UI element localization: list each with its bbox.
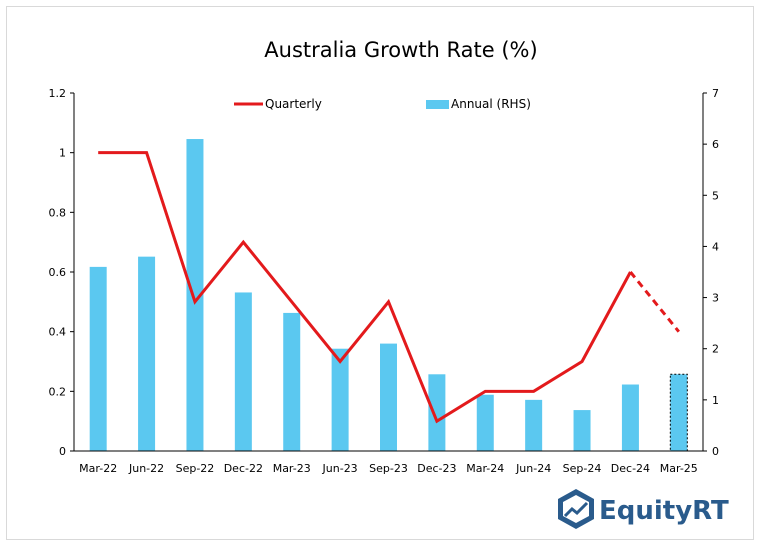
bar-annual-sep-23 [380,343,397,451]
bar-annual-jun-23 [331,348,349,451]
right-axis-tick-label: 7 [712,87,719,100]
chart-svg: Australia Growth Rate (%) 0 0.2 0.4 0.6 0.8 1… [49,38,729,529]
left-axis-tick-label: 0.4 [49,326,67,339]
left-axis-tick-label: 0.8 [49,206,67,219]
right-axis-tick-label: 4 [712,240,719,253]
bar-annual-dec-22 [234,292,252,451]
chart-title: Australia Growth Rate (%) [264,38,537,62]
right-axis-tick-label: 5 [712,189,719,202]
right-axis-tick-label: 3 [712,292,719,305]
equityrt-logo: EquityRT [558,489,729,529]
equityrt-logo-mark [558,489,594,529]
x-axis-tick-label: Sep-24 [563,462,602,475]
bar-annual-sep-24 [573,410,591,451]
x-axis-tick-label: Sep-22 [176,462,215,475]
bar-annual-dec-23 [428,374,446,451]
line-quarterly [98,151,632,424]
bar-annual-jun-22 [138,256,156,451]
left-axis-tick-label: 1 [59,147,66,160]
x-axis-tick-label: Dec-23 [417,462,456,475]
bar-annual-mar-22 [89,266,107,451]
bar-annual-jun-24 [525,399,543,451]
x-axis-tick-label: Mar-23 [273,462,311,475]
right-axis-tick-label: 2 [712,343,719,356]
right-axis-tick-label: 6 [712,138,719,151]
chart-frame: Australia Growth Rate (%) 0 0.2 0.4 0.6 0.8 1… [6,6,754,540]
left-axis-tick-label: 1.2 [49,87,67,100]
bar-annual-dec-24 [621,384,639,451]
logo-text-rt: RT [692,496,729,526]
x-axis-tick-label: Sep-23 [369,462,408,475]
left-axis-tick-label: 0.2 [49,385,67,398]
line-quarterly-projection [629,271,680,333]
x-axis-tick-label: Mar-22 [79,462,117,475]
logo-text-equity: Equity [599,496,692,526]
bar-annual-mar-25 [669,373,688,452]
bar-annual-mar-24 [476,394,494,451]
legend-annual-label: Annual (RHS) [451,97,531,111]
x-axis-tick-label: Dec-24 [611,462,650,475]
bar-annual-mar-23 [283,312,301,451]
x-axis-tick-label: Jun-24 [515,462,551,475]
left-axis-tick-label: 0.6 [49,266,67,279]
x-axis-tick-label: Jun-22 [128,462,164,475]
right-axis-tick-label: 0 [712,445,719,458]
x-axis-tick-label: Dec-22 [224,462,263,475]
equityrt-wordmark: EquityRT [599,496,729,526]
x-axis-tick-label: Mar-25 [660,462,698,475]
x-axis-tick-label: Jun-23 [322,462,358,475]
right-axis-tick-label: 1 [712,394,719,407]
legend-annual-swatch [426,100,449,109]
legend-quarterly-label: Quarterly [265,97,322,111]
bar-annual-sep-22 [186,139,204,451]
x-axis-tick-label: Mar-24 [466,462,504,475]
left-axis-tick-label: 0 [59,445,66,458]
